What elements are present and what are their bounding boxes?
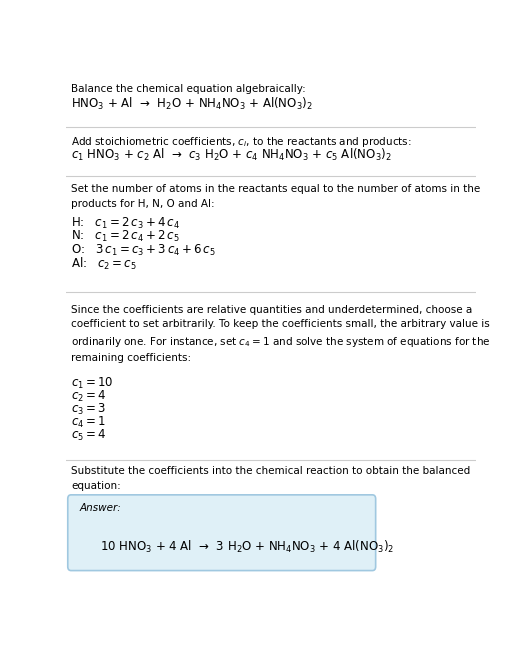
Text: Substitute the coefficients into the chemical reaction to obtain the balanced
eq: Substitute the coefficients into the che…: [71, 466, 470, 491]
FancyBboxPatch shape: [68, 495, 376, 571]
Text: HNO$_3$ + Al  →  H$_2$O + NH$_4$NO$_3$ + Al(NO$_3$)$_2$: HNO$_3$ + Al → H$_2$O + NH$_4$NO$_3$ + A…: [71, 96, 313, 112]
Text: $c_4 = 1$: $c_4 = 1$: [71, 415, 106, 430]
Text: H:   $c_1 = 2\,c_3 + 4\,c_4$: H: $c_1 = 2\,c_3 + 4\,c_4$: [71, 216, 180, 232]
Text: $c_5 = 4$: $c_5 = 4$: [71, 428, 106, 443]
Text: $c_1 = 10$: $c_1 = 10$: [71, 376, 114, 391]
Text: Balance the chemical equation algebraically:: Balance the chemical equation algebraica…: [71, 84, 306, 94]
Text: Since the coefficients are relative quantities and underdetermined, choose a
coe: Since the coefficients are relative quan…: [71, 305, 490, 363]
Text: Set the number of atoms in the reactants equal to the number of atoms in the
pro: Set the number of atoms in the reactants…: [71, 184, 480, 209]
Text: Add stoichiometric coefficients, $c_i$, to the reactants and products:: Add stoichiometric coefficients, $c_i$, …: [71, 135, 412, 149]
Text: Answer:: Answer:: [79, 503, 121, 513]
Text: N:   $c_1 = 2\,c_4 + 2\,c_5$: N: $c_1 = 2\,c_4 + 2\,c_5$: [71, 229, 180, 245]
Text: 10 HNO$_3$ + 4 Al  →  3 H$_2$O + NH$_4$NO$_3$ + 4 Al(NO$_3$)$_2$: 10 HNO$_3$ + 4 Al → 3 H$_2$O + NH$_4$NO$…: [100, 539, 394, 555]
Text: $c_3 = 3$: $c_3 = 3$: [71, 402, 106, 417]
Text: $c_1$ HNO$_3$ + $c_2$ Al  →  $c_3$ H$_2$O + $c_4$ NH$_4$NO$_3$ + $c_5$ Al(NO$_3$: $c_1$ HNO$_3$ + $c_2$ Al → $c_3$ H$_2$O …: [71, 147, 392, 163]
Text: Al:   $c_2 = c_5$: Al: $c_2 = c_5$: [71, 256, 137, 272]
Text: O:   $3\,c_1 = c_3 + 3\,c_4 + 6\,c_5$: O: $3\,c_1 = c_3 + 3\,c_4 + 6\,c_5$: [71, 243, 216, 258]
Text: $c_2 = 4$: $c_2 = 4$: [71, 389, 106, 404]
